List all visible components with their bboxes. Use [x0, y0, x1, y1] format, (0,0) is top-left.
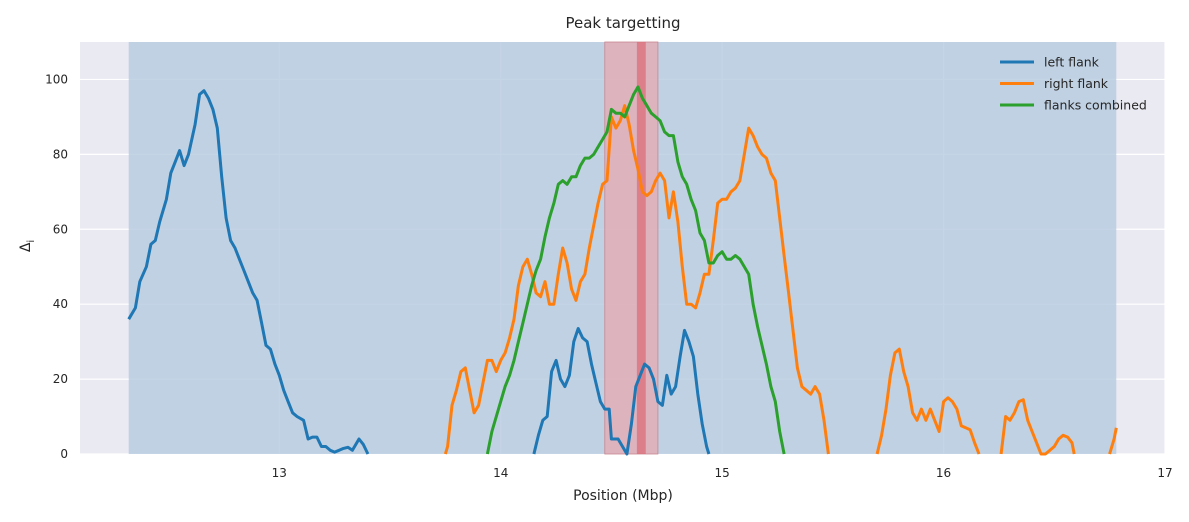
series-line-flanks-combined — [485, 85, 786, 455]
y-axis-label: Δi — [18, 240, 37, 252]
x-tick-label: 17 — [1157, 466, 1172, 480]
x-tick-label: 13 — [272, 466, 287, 480]
y-axis-label-main: Δ — [18, 242, 34, 252]
y-tick-label: 80 — [53, 147, 68, 161]
x-tick-label: 15 — [715, 466, 730, 480]
chart-title: Peak targetting — [565, 14, 680, 32]
series-line-right-flank — [1108, 427, 1118, 455]
series-line-right-flank — [999, 398, 1076, 456]
legend-label: right flank — [1044, 76, 1109, 91]
series-line-left-flank — [127, 89, 370, 455]
x-tick-label: 16 — [936, 466, 951, 480]
y-tick-label: 60 — [53, 222, 68, 236]
series-line-left-flank — [532, 327, 711, 456]
y-axis-label-subscript: i — [26, 240, 37, 243]
legend: left flank right flank flanks combined — [1000, 55, 1147, 113]
legend-label: flanks combined — [1044, 98, 1147, 113]
series-line-right-flank — [443, 104, 830, 455]
legend-label: left flank — [1044, 55, 1100, 70]
svg-text:Δi: Δi — [18, 240, 37, 252]
peak-center-region — [636, 42, 646, 454]
y-tick-label: 0 — [60, 447, 68, 461]
y-tick-label: 40 — [53, 297, 68, 311]
x-axis-label: Position (Mbp) — [573, 488, 673, 504]
y-tick-label: 100 — [45, 72, 68, 86]
x-tick-label: 14 — [493, 466, 508, 480]
series-line-right-flank — [875, 347, 981, 455]
y-tick-label: 20 — [53, 372, 68, 386]
